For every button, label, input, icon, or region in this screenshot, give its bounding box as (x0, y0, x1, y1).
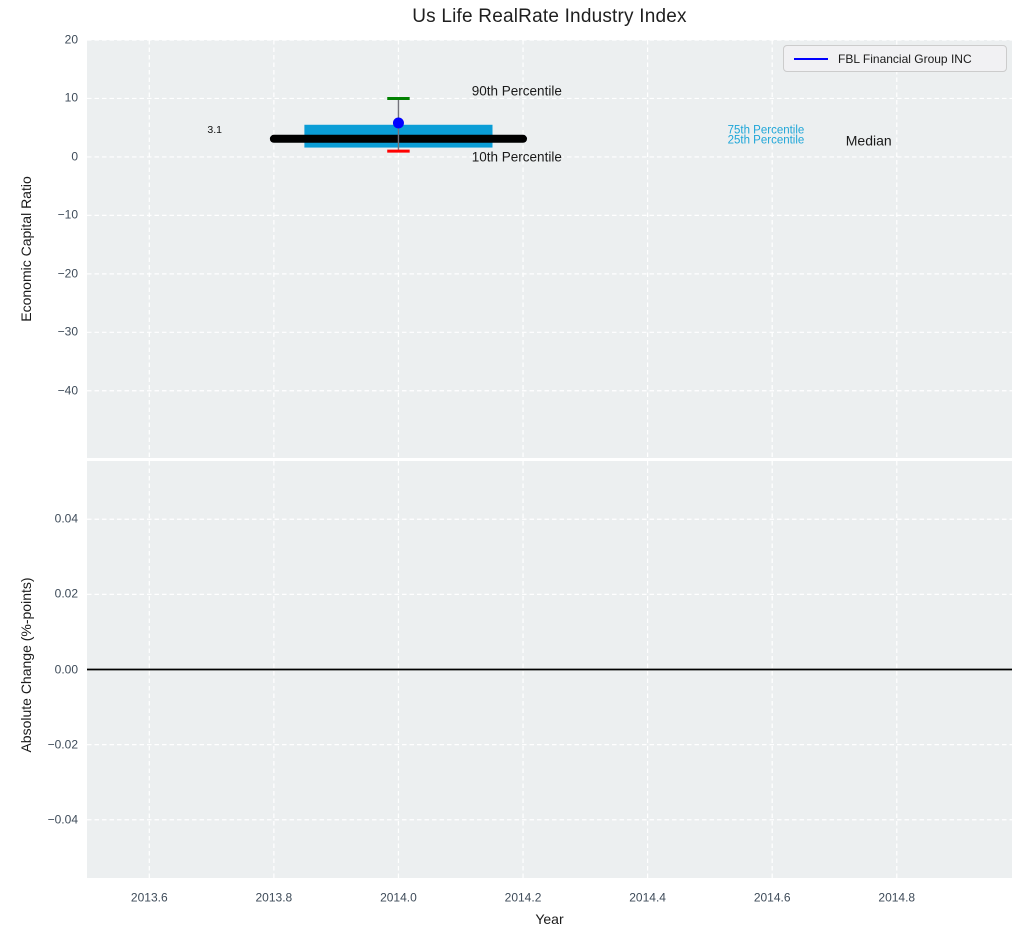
top-plot-panel (87, 40, 1012, 458)
bottom-y-tick-label: 0.02 (55, 588, 78, 601)
top-y-tick-label: 0 (71, 150, 78, 163)
top-y-tick-label: −30 (58, 326, 78, 339)
bottom-y-tick-label: 0.04 (55, 513, 78, 526)
x-tick-label: 2014.0 (380, 891, 417, 904)
company-marker (393, 118, 404, 129)
top-y-tick-label: −20 (58, 267, 78, 280)
annotation-3-1: 3.1 (207, 126, 222, 138)
top-y-axis-label: Economic Capital Ratio (18, 176, 34, 322)
x-tick-label: 2013.6 (131, 891, 168, 904)
x-tick-label: 2014.8 (878, 891, 915, 904)
top-y-tick-label: −40 (58, 384, 78, 397)
bottom-y-tick-label: −0.02 (48, 738, 78, 751)
x-axis-label: Year (87, 911, 1012, 927)
top-y-tick-label: −10 (58, 209, 78, 222)
x-tick-label: 2014.4 (629, 891, 666, 904)
bottom-y-tick-label: −0.04 (48, 813, 78, 826)
annotation-median: Median (846, 133, 892, 148)
annotation-25th-percentile: 25th Percentile (728, 134, 805, 147)
x-tick-label: 2014.2 (505, 891, 542, 904)
x-tick-label: 2014.6 (754, 891, 791, 904)
chart-figure: Us Life RealRate Industry Index Economic… (0, 0, 1025, 940)
bottom-y-axis-label: Absolute Change (%-points) (18, 577, 34, 752)
annotation-90th-percentile: 90th Percentile (472, 85, 562, 100)
x-tick-label: 2013.8 (256, 891, 293, 904)
top-y-tick-label: 20 (65, 33, 78, 46)
bottom-y-tick-label: 0.00 (55, 663, 78, 676)
annotation-10th-percentile: 10th Percentile (472, 150, 562, 165)
top-y-tick-label: 10 (65, 92, 78, 105)
legend-line-icon (794, 58, 828, 60)
legend[interactable]: FBL Financial Group INC (783, 45, 1007, 72)
legend-label: FBL Financial Group INC (838, 52, 972, 66)
chart-title: Us Life RealRate Industry Index (87, 6, 1012, 28)
